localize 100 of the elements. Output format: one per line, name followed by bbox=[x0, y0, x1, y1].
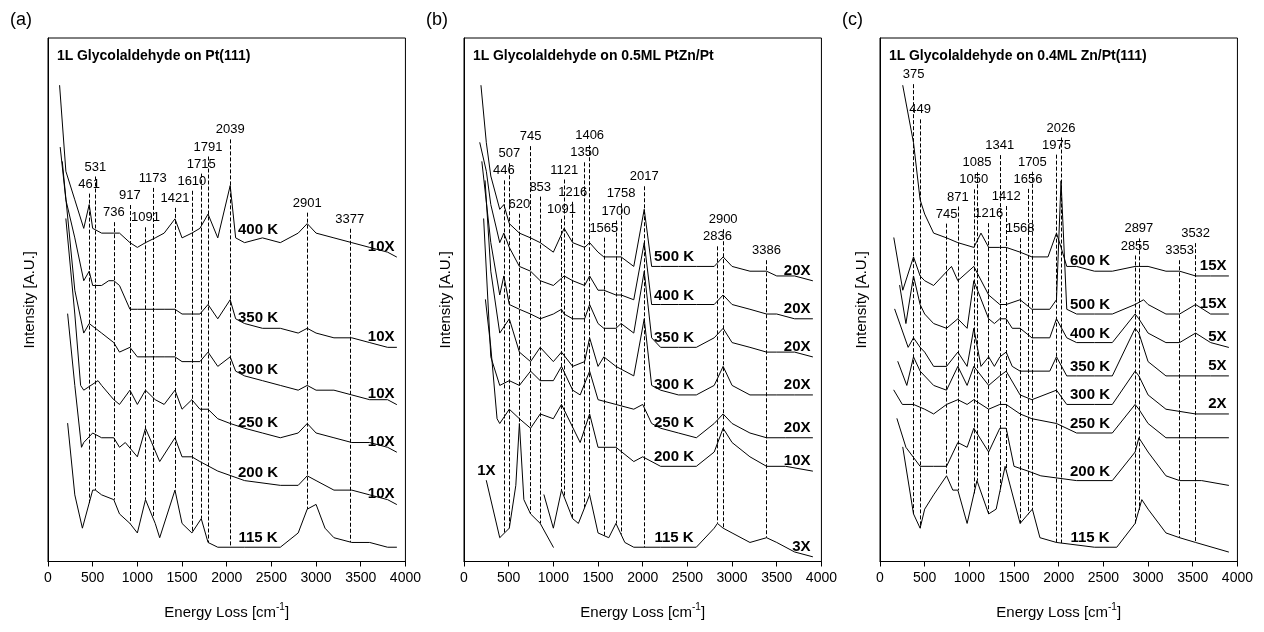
ref-line-label: 1341 bbox=[985, 137, 1015, 153]
ref-line-label: 2855 bbox=[1120, 237, 1150, 253]
x-tick-label: 2000 bbox=[211, 568, 243, 585]
ref-line-label: 745 bbox=[519, 128, 542, 144]
annotation: 3X bbox=[792, 536, 811, 554]
text: (c) bbox=[842, 9, 863, 29]
series-label: 300 K bbox=[1069, 385, 1111, 403]
ref-line-label: 1173 bbox=[138, 169, 167, 185]
ref-line-label: 853 bbox=[529, 178, 552, 194]
x-tick-label: 500 bbox=[497, 568, 521, 585]
ref-line-label: 871 bbox=[946, 188, 969, 204]
ref-line-label: 1412 bbox=[991, 188, 1021, 204]
ref-line-label: 1656 bbox=[1013, 170, 1043, 186]
x-tick-label: 4000 bbox=[805, 568, 838, 585]
annotation: 20X bbox=[783, 374, 811, 392]
x-tick-label: 3500 bbox=[1177, 568, 1209, 585]
ref-line-label: 1705 bbox=[1017, 153, 1047, 169]
x-tick-label: 2000 bbox=[1043, 568, 1075, 585]
annotation: 20X bbox=[783, 298, 811, 316]
annotation: 2X bbox=[1208, 393, 1227, 411]
ref-line-label: 1565 bbox=[589, 219, 619, 235]
annotation: 15X bbox=[1199, 294, 1227, 312]
series-label: 250 K bbox=[237, 412, 279, 430]
x-tick-label: 1000 bbox=[121, 568, 154, 585]
x-tick-label: 4000 bbox=[1221, 568, 1254, 585]
x-tick-label: 3500 bbox=[761, 568, 793, 585]
x-tick-label: 2000 bbox=[627, 568, 659, 585]
x-tick-label: 2500 bbox=[1087, 568, 1120, 585]
series-label: 400 K bbox=[237, 220, 279, 238]
ref-line-label: 531 bbox=[84, 158, 107, 174]
annotation: 10X bbox=[367, 236, 395, 254]
ref-line-label: 3377 bbox=[335, 210, 365, 226]
ref-line-label: 3386 bbox=[752, 242, 782, 258]
ref-line-label: 446 bbox=[493, 162, 515, 178]
y-axis-title: Intensity [A.U.] bbox=[436, 250, 453, 349]
series-label: 115 K bbox=[238, 528, 278, 546]
x-tick-label: 500 bbox=[81, 568, 105, 585]
series-label: 500 K bbox=[1069, 295, 1111, 313]
annotation: 10X bbox=[367, 432, 395, 450]
ref-line-label: 3353 bbox=[1165, 242, 1195, 258]
ref-line-label: 620 bbox=[508, 195, 531, 211]
ref-line-label: 2017 bbox=[629, 168, 659, 184]
ref-line-label: 1216 bbox=[558, 183, 588, 199]
x-tick-label: 3500 bbox=[345, 568, 377, 585]
chart-title: 1L Glycolaldehyde on 0.4ML Zn/Pt(111) bbox=[889, 47, 1147, 63]
series-label: 400 K bbox=[1069, 323, 1111, 341]
annotation: 5X bbox=[1208, 327, 1227, 345]
series-label: 350 K bbox=[237, 308, 279, 326]
ref-line-label: 736 bbox=[102, 204, 125, 220]
x-tick-label: 1000 bbox=[537, 568, 570, 585]
series-label: 500 K bbox=[653, 247, 695, 265]
y-axis-title: Intensity [A.U.] bbox=[852, 250, 869, 349]
x-tick-label: 2500 bbox=[255, 568, 288, 585]
ref-line-label: 917 bbox=[119, 187, 141, 203]
series-label: 115 K bbox=[654, 528, 694, 546]
ref-line-label: 1121 bbox=[550, 161, 579, 177]
x-tick-label: 500 bbox=[913, 568, 937, 585]
annotation: 5X bbox=[1208, 355, 1227, 373]
annotation: 10X bbox=[783, 451, 811, 469]
ref-line-label: 3532 bbox=[1181, 225, 1211, 241]
series-label: 250 K bbox=[653, 412, 695, 430]
ref-line-label: 1091 bbox=[131, 209, 160, 225]
annotation: 20X bbox=[783, 336, 811, 354]
annotation: 15X bbox=[1199, 255, 1227, 273]
y-axis-title: Intensity [A.U.] bbox=[20, 250, 37, 349]
ref-line-label: 1050 bbox=[959, 171, 989, 187]
ref-line-label: 2901 bbox=[292, 194, 322, 210]
x-tick-label: 0 bbox=[460, 568, 469, 585]
x-tick-label: 1500 bbox=[582, 568, 614, 585]
ref-line-label: 1421 bbox=[160, 189, 190, 205]
series-label: 600 K bbox=[1069, 251, 1111, 269]
annotation: 20X bbox=[783, 417, 811, 435]
ref-line-label: 1791 bbox=[193, 138, 223, 154]
ref-line-label: 1406 bbox=[575, 127, 605, 143]
annotation: 10X bbox=[367, 327, 395, 345]
text: (a) bbox=[10, 9, 32, 29]
ref-line-label: 1715 bbox=[186, 155, 216, 171]
annotation: 1X bbox=[477, 460, 496, 478]
series-label: 115 K bbox=[1070, 527, 1110, 545]
series-label: 400 K bbox=[653, 285, 695, 303]
annotation: 20X bbox=[783, 260, 811, 278]
x-tick-label: 4000 bbox=[389, 568, 422, 585]
x-tick-label: 1500 bbox=[166, 568, 198, 585]
ref-line-label: 1085 bbox=[962, 154, 992, 170]
ref-line-label: 1700 bbox=[601, 202, 631, 218]
series-label: 350 K bbox=[653, 328, 695, 346]
x-tick-label: 2500 bbox=[671, 568, 704, 585]
annotation: 10X bbox=[367, 384, 395, 402]
ref-line-label: 449 bbox=[909, 101, 931, 117]
series-label: 300 K bbox=[237, 360, 279, 378]
ref-line-label: 1975 bbox=[1042, 136, 1071, 152]
series-label: 200 K bbox=[1069, 461, 1111, 479]
ref-line-label: 1610 bbox=[177, 172, 207, 188]
x-tick-label: 0 bbox=[876, 568, 885, 585]
text: (b) bbox=[426, 9, 448, 29]
ref-line-label: 375 bbox=[902, 66, 925, 82]
x-tick-label: 0 bbox=[44, 568, 53, 585]
series-label: 300 K bbox=[653, 374, 695, 392]
ref-line-label: 2026 bbox=[1046, 119, 1076, 135]
ref-line-label: 2039 bbox=[215, 121, 245, 137]
